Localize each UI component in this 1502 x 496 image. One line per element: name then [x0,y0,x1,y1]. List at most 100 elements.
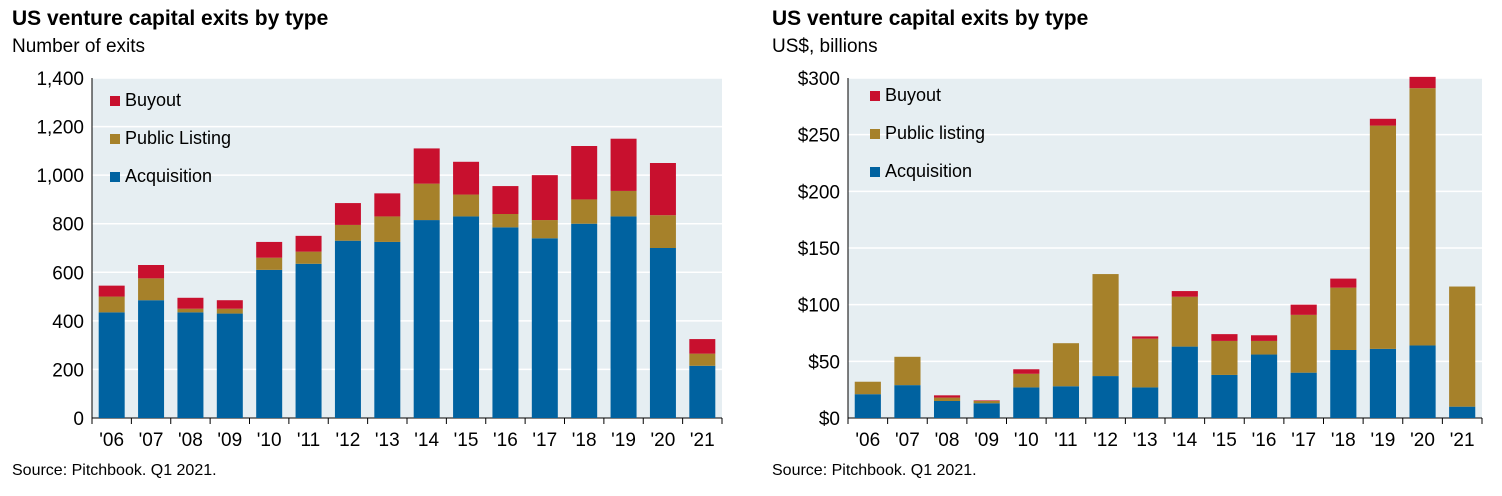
bar-segment-buyout [933,395,961,398]
x-tick-label: '14 [414,430,439,451]
y-tick-label: $0 [819,409,840,430]
legend-swatch-public-listing [110,134,120,144]
x-tick-label: '12 [336,430,361,451]
x-tick-label: '21 [690,430,715,451]
y-tick-label: $50 [808,352,840,373]
x-tick-label: '08 [935,430,960,451]
bar-segment-acquisition [973,403,1000,418]
bar-segment-acquisition [216,313,243,418]
bar-segment-acquisition [1132,387,1159,418]
bar-segment-public-listing [1211,340,1238,375]
x-tick-label: '15 [1212,430,1237,451]
y-tick-label: $300 [798,69,840,90]
legend-swatch-public-listing [870,129,880,139]
bar-segment-public-listing [610,190,637,217]
bar-segment-acquisition [610,216,637,418]
legend-label: Acquisition [885,161,972,181]
y-tick-label: $250 [798,126,840,147]
bar-segment-public-listing [1369,125,1397,349]
bar-segment-acquisition [256,269,283,418]
legend-label: Public listing [885,123,985,143]
x-tick-label: '13 [375,430,400,451]
bar-segment-acquisition [1250,354,1278,418]
x-tick-label: '18 [1331,430,1356,451]
bar-segment-public-listing [295,251,322,264]
bar-segment-buyout [1330,278,1357,288]
bar-segment-public-listing [1132,338,1159,388]
legend-label: Acquisition [125,166,212,186]
bar-segment-public-listing [1250,340,1278,355]
x-tick-label: '11 [1054,430,1077,451]
legend-label: Public Listing [125,128,231,148]
y-tick-label: 600 [52,263,84,284]
exits-count-chart: 0 200 400 600 800 1,000 1,200 1,400 '06 '07 '08 '09… [36,69,723,451]
x-tick-label: '13 [1133,430,1158,451]
x-tick-label: '09 [974,430,999,451]
x-tick-label: '11 [297,430,320,451]
bar-segment-buyout [295,235,322,252]
bar-segment-public-listing [1330,287,1357,350]
bar-segment-public-listing [98,296,125,313]
y-tick-label: 400 [52,312,84,333]
bar-segment-acquisition [571,223,598,418]
x-tick-label: '18 [572,430,597,451]
bar-segment-acquisition [649,248,676,418]
bar-segment-buyout [1132,336,1159,339]
bar-segment-public-listing [854,381,881,395]
bar-segment-public-listing [1013,373,1040,388]
bar-segment-acquisition [1013,387,1040,418]
bar-segment-acquisition [1290,372,1317,418]
y-tick-label: 1,200 [36,118,84,139]
bar-segment-buyout [1409,76,1436,89]
x-tick-label: '21 [1450,430,1475,451]
x-tick-label: '06 [99,430,124,451]
chart-subtitle: Number of exits [12,36,146,57]
bar-segment-buyout [256,241,283,258]
bar-segment-buyout [1211,334,1238,341]
x-tick-label: '20 [1410,430,1435,451]
legend-swatch-acquisition [870,167,880,177]
x-tick-label: '10 [257,430,282,451]
exits-value-chart: $0 $50 $100 $150 $200 $250 $300 '06 '07 '08 '09 '10… [798,69,1483,451]
legend-label: Buyout [885,85,941,105]
bar-segment-public-listing [1290,314,1317,373]
x-tick-label: '07 [139,430,164,451]
bar-segment-public-listing [689,353,716,366]
legend-label: Buyout [125,90,181,110]
bar-segment-public-listing [374,216,401,242]
x-tick-label: '17 [1291,430,1316,451]
bar-segment-public-listing [1052,343,1080,387]
bar-segment-acquisition [1211,374,1238,418]
bar-segment-public-listing [453,194,480,217]
bar-segment-buyout [689,339,716,354]
y-tick-label: $200 [798,182,840,203]
bar-segment-public-listing [1449,286,1476,407]
bar-segment-public-listing [933,397,961,401]
bar-segment-public-listing [973,401,1000,404]
bar-segment-acquisition [413,220,440,418]
bar-segment-acquisition [453,216,480,418]
chart-subtitle: US$, billions [772,36,878,57]
bar-segment-public-listing [138,278,165,301]
bar-segment-public-listing [1171,296,1198,347]
bar-segment-buyout [334,203,361,225]
bar-segment-public-listing [649,215,676,248]
bar-segment-buyout [571,146,598,200]
bar-segment-buyout [492,186,519,214]
chart-title: US venture capital exits by type [12,7,329,30]
x-tick-label: '20 [651,430,676,451]
bar-segment-acquisition [374,241,401,418]
bar-segment-acquisition [138,300,165,418]
x-tick-label: '09 [217,430,242,451]
bar-segment-acquisition [295,263,322,418]
x-tick-label: '12 [1093,430,1118,451]
bar-segment-buyout [177,297,204,309]
x-tick-label: '19 [611,430,636,451]
bar-segment-acquisition [1369,348,1397,418]
bar-segment-acquisition [1171,346,1198,418]
bar-segment-acquisition [854,394,881,418]
x-tick-label: '08 [178,430,203,451]
chart-source: Source: Pitchbook. Q1 2021. [772,462,977,479]
bar-segment-buyout [1290,304,1317,315]
y-tick-label: 200 [52,360,84,381]
